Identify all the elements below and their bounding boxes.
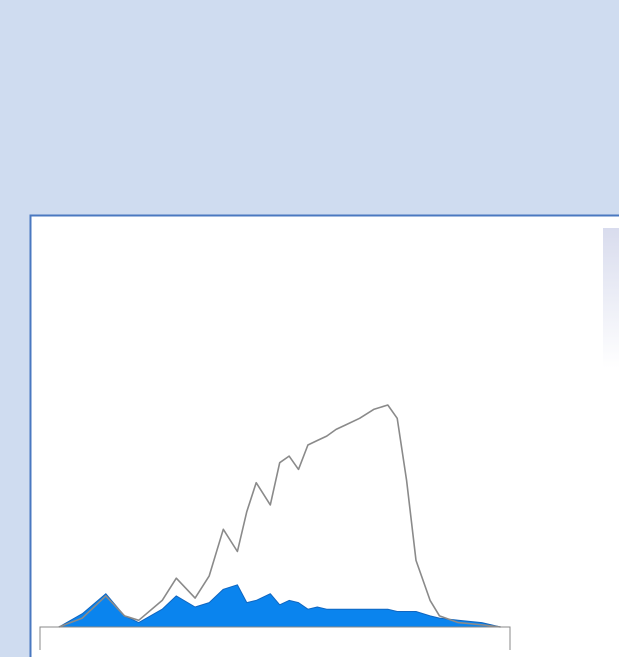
plot-area bbox=[58, 404, 502, 628]
line bbox=[58, 404, 501, 628]
side-strip bbox=[603, 228, 619, 368]
area bbox=[58, 584, 502, 628]
x-axis bbox=[39, 626, 511, 650]
